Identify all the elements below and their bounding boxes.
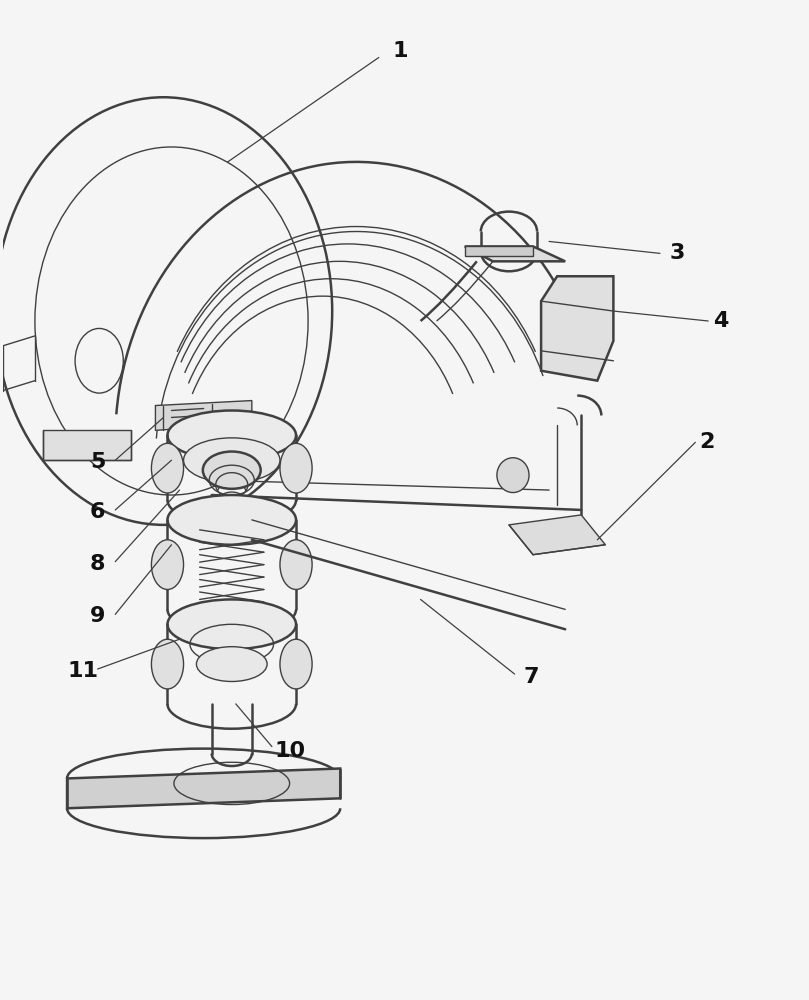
Polygon shape [509, 515, 605, 555]
Text: 9: 9 [90, 606, 105, 626]
Text: 4: 4 [713, 311, 728, 331]
Polygon shape [155, 401, 252, 430]
Ellipse shape [151, 639, 184, 689]
Ellipse shape [280, 540, 312, 589]
Ellipse shape [280, 443, 312, 493]
Polygon shape [43, 430, 131, 460]
Ellipse shape [167, 410, 296, 460]
Text: 3: 3 [670, 243, 685, 263]
Text: 6: 6 [90, 502, 105, 522]
Ellipse shape [151, 443, 184, 493]
Ellipse shape [151, 540, 184, 589]
Text: 1: 1 [392, 41, 409, 61]
Text: 11: 11 [68, 661, 99, 681]
Ellipse shape [167, 599, 296, 649]
Polygon shape [464, 246, 565, 261]
Ellipse shape [167, 495, 296, 545]
Polygon shape [464, 246, 533, 256]
Text: 2: 2 [700, 432, 715, 452]
Ellipse shape [203, 452, 260, 489]
Ellipse shape [497, 458, 529, 493]
Text: 10: 10 [275, 741, 306, 761]
Ellipse shape [280, 639, 312, 689]
Polygon shape [67, 768, 341, 808]
Polygon shape [541, 276, 613, 381]
Text: 7: 7 [523, 667, 539, 687]
Text: 5: 5 [90, 452, 105, 472]
Ellipse shape [184, 438, 280, 483]
Ellipse shape [197, 647, 267, 681]
Text: 8: 8 [90, 554, 105, 574]
